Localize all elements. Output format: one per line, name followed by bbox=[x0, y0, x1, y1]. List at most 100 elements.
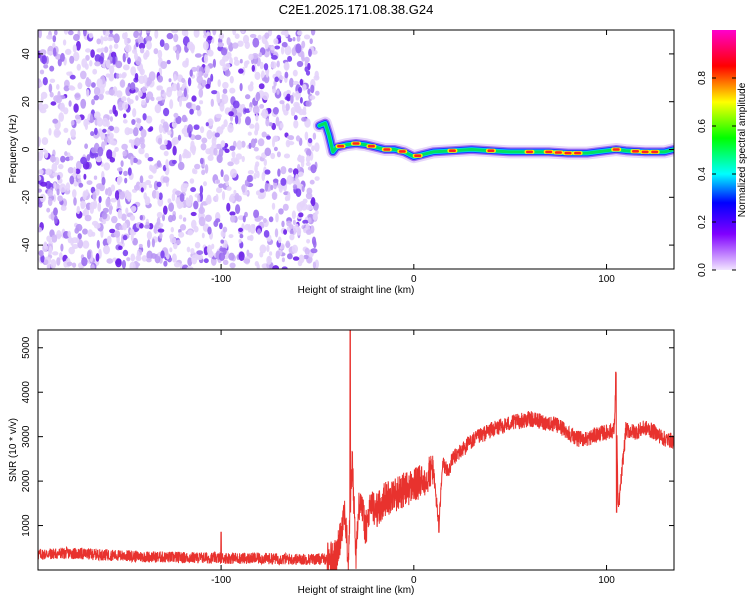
noise-blob bbox=[258, 83, 265, 90]
spectrogram-ytick-label: -40 bbox=[21, 237, 32, 252]
noise-blob bbox=[157, 137, 162, 145]
noise-blob bbox=[176, 50, 180, 61]
noise-blob bbox=[48, 83, 53, 93]
noise-blob bbox=[310, 248, 318, 254]
noise-blob bbox=[156, 85, 161, 91]
noise-blob bbox=[232, 42, 239, 49]
noise-blob bbox=[108, 207, 113, 215]
noise-blob bbox=[52, 251, 59, 256]
noise-blob bbox=[312, 261, 316, 269]
noise-blob bbox=[95, 253, 100, 262]
noise-blob bbox=[170, 226, 174, 233]
noise-blob bbox=[125, 207, 129, 215]
noise-blob bbox=[77, 82, 83, 90]
noise-blob bbox=[255, 190, 261, 196]
noise-blob bbox=[133, 127, 139, 137]
snr-ylabel: SNR (10 * v/v) bbox=[8, 418, 19, 482]
noise-blob bbox=[139, 223, 144, 229]
noise-blob bbox=[127, 128, 134, 135]
noise-blob bbox=[274, 45, 281, 50]
noise-blob bbox=[222, 81, 229, 89]
noise-blob bbox=[173, 74, 177, 82]
noise-region bbox=[38, 30, 320, 269]
noise-blob bbox=[198, 88, 204, 98]
noise-blob bbox=[101, 212, 108, 220]
noise-blob bbox=[160, 61, 168, 69]
noise-blob bbox=[80, 200, 86, 209]
noise-blob bbox=[122, 101, 129, 111]
noise-blob bbox=[205, 122, 209, 127]
noise-blob bbox=[178, 203, 184, 208]
noise-blob bbox=[171, 159, 177, 165]
noise-blob bbox=[113, 126, 120, 134]
noise-blob bbox=[247, 223, 251, 233]
snr-ytick-label: 2000 bbox=[21, 470, 32, 493]
ridge-hotspot-core bbox=[641, 150, 649, 154]
noise-blob bbox=[310, 30, 316, 36]
noise-blob bbox=[85, 89, 90, 97]
noise-blob bbox=[114, 110, 118, 117]
noise-blob bbox=[270, 46, 275, 51]
colorbar-tick-label: 0.2 bbox=[697, 215, 708, 229]
noise-blob bbox=[129, 228, 135, 235]
noise-blob bbox=[244, 108, 251, 113]
noise-blob bbox=[249, 106, 252, 112]
noise-blob bbox=[287, 55, 293, 62]
noise-blob bbox=[169, 237, 177, 244]
noise-blob bbox=[296, 35, 301, 42]
noise-blob bbox=[102, 207, 109, 214]
noise-blob bbox=[150, 165, 157, 173]
colorbar: 0.0 0.2 0.4 0.6 0.8 Normalized spectral ampl… bbox=[697, 30, 748, 277]
ridge-hotspot-core bbox=[398, 150, 406, 153]
noise-blob bbox=[82, 240, 90, 249]
noise-blob bbox=[87, 229, 94, 238]
noise-blob bbox=[84, 214, 92, 222]
noise-blob bbox=[115, 258, 122, 268]
noise-blob bbox=[116, 176, 123, 184]
noise-blob bbox=[154, 103, 162, 114]
noise-blob bbox=[92, 68, 98, 75]
noise-blob bbox=[64, 151, 68, 157]
noise-blob bbox=[140, 129, 147, 138]
noise-blob bbox=[269, 251, 273, 256]
noise-blob bbox=[115, 60, 123, 69]
noise-blob bbox=[98, 93, 104, 101]
noise-blob bbox=[181, 114, 187, 123]
noise-blob bbox=[59, 102, 65, 112]
noise-blob bbox=[126, 257, 131, 262]
noise-blob bbox=[203, 181, 207, 187]
noise-blob bbox=[129, 261, 136, 269]
noise-blob bbox=[284, 61, 289, 70]
noise-blob bbox=[74, 92, 81, 101]
noise-blob bbox=[243, 60, 248, 69]
noise-blob bbox=[186, 41, 194, 50]
noise-blob bbox=[266, 135, 271, 140]
noise-blob bbox=[253, 209, 260, 219]
noise-blob bbox=[252, 105, 260, 115]
noise-blob bbox=[90, 264, 95, 269]
noise-blob bbox=[186, 266, 194, 269]
noise-blob bbox=[305, 161, 311, 167]
noise-blob bbox=[245, 94, 251, 100]
noise-blob bbox=[185, 102, 192, 109]
noise-blob bbox=[272, 265, 280, 269]
noise-blob bbox=[121, 143, 128, 150]
noise-blob bbox=[69, 175, 75, 185]
noise-blob bbox=[189, 108, 194, 115]
noise-blob bbox=[111, 215, 118, 224]
noise-blob bbox=[140, 187, 144, 193]
noise-blob bbox=[300, 51, 305, 60]
noise-blob bbox=[284, 71, 289, 79]
noise-blob bbox=[138, 243, 143, 248]
noise-blob bbox=[196, 250, 204, 256]
noise-blob bbox=[238, 227, 244, 232]
ridge-hotspot-core bbox=[554, 151, 562, 154]
noise-blob bbox=[147, 239, 151, 249]
noise-blob bbox=[223, 174, 230, 183]
noise-blob bbox=[46, 207, 51, 213]
noise-blob bbox=[177, 134, 182, 141]
noise-blob bbox=[284, 195, 289, 202]
noise-blob bbox=[146, 40, 152, 50]
noise-blob bbox=[311, 236, 317, 246]
noise-blob bbox=[42, 77, 48, 86]
